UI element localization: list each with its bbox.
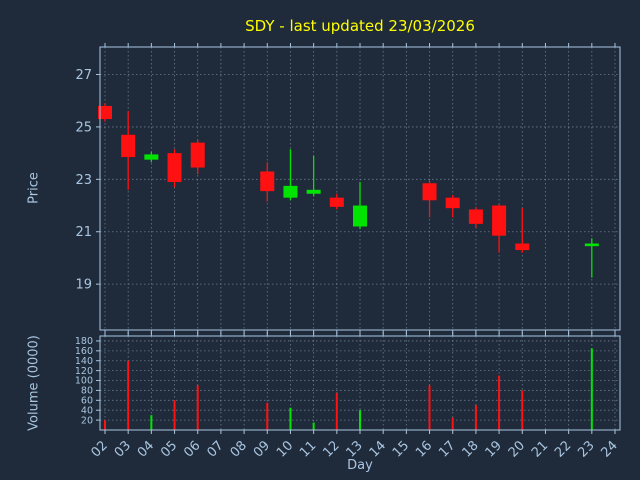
chart-title: SDY - last updated 23/03/2026 (245, 17, 475, 35)
svg-text:120: 120 (75, 366, 93, 377)
svg-text:40: 40 (81, 405, 93, 416)
svg-text:60: 60 (81, 396, 93, 407)
svg-text:180: 180 (75, 336, 93, 347)
svg-text:160: 160 (75, 346, 93, 357)
svg-text:80: 80 (81, 386, 93, 397)
svg-text:20: 20 (81, 415, 93, 426)
svg-text:140: 140 (75, 356, 93, 367)
svg-text:27: 27 (75, 68, 92, 83)
svg-text:21: 21 (75, 225, 92, 240)
svg-text:25: 25 (75, 120, 92, 135)
volume-axis-label: Volume (0000) (26, 335, 42, 431)
x-axis-label: Day (347, 458, 373, 473)
svg-text:100: 100 (75, 376, 93, 387)
price-axis-label: Price (26, 172, 42, 204)
svg-text:19: 19 (75, 278, 92, 293)
svg-text:23: 23 (75, 173, 92, 188)
